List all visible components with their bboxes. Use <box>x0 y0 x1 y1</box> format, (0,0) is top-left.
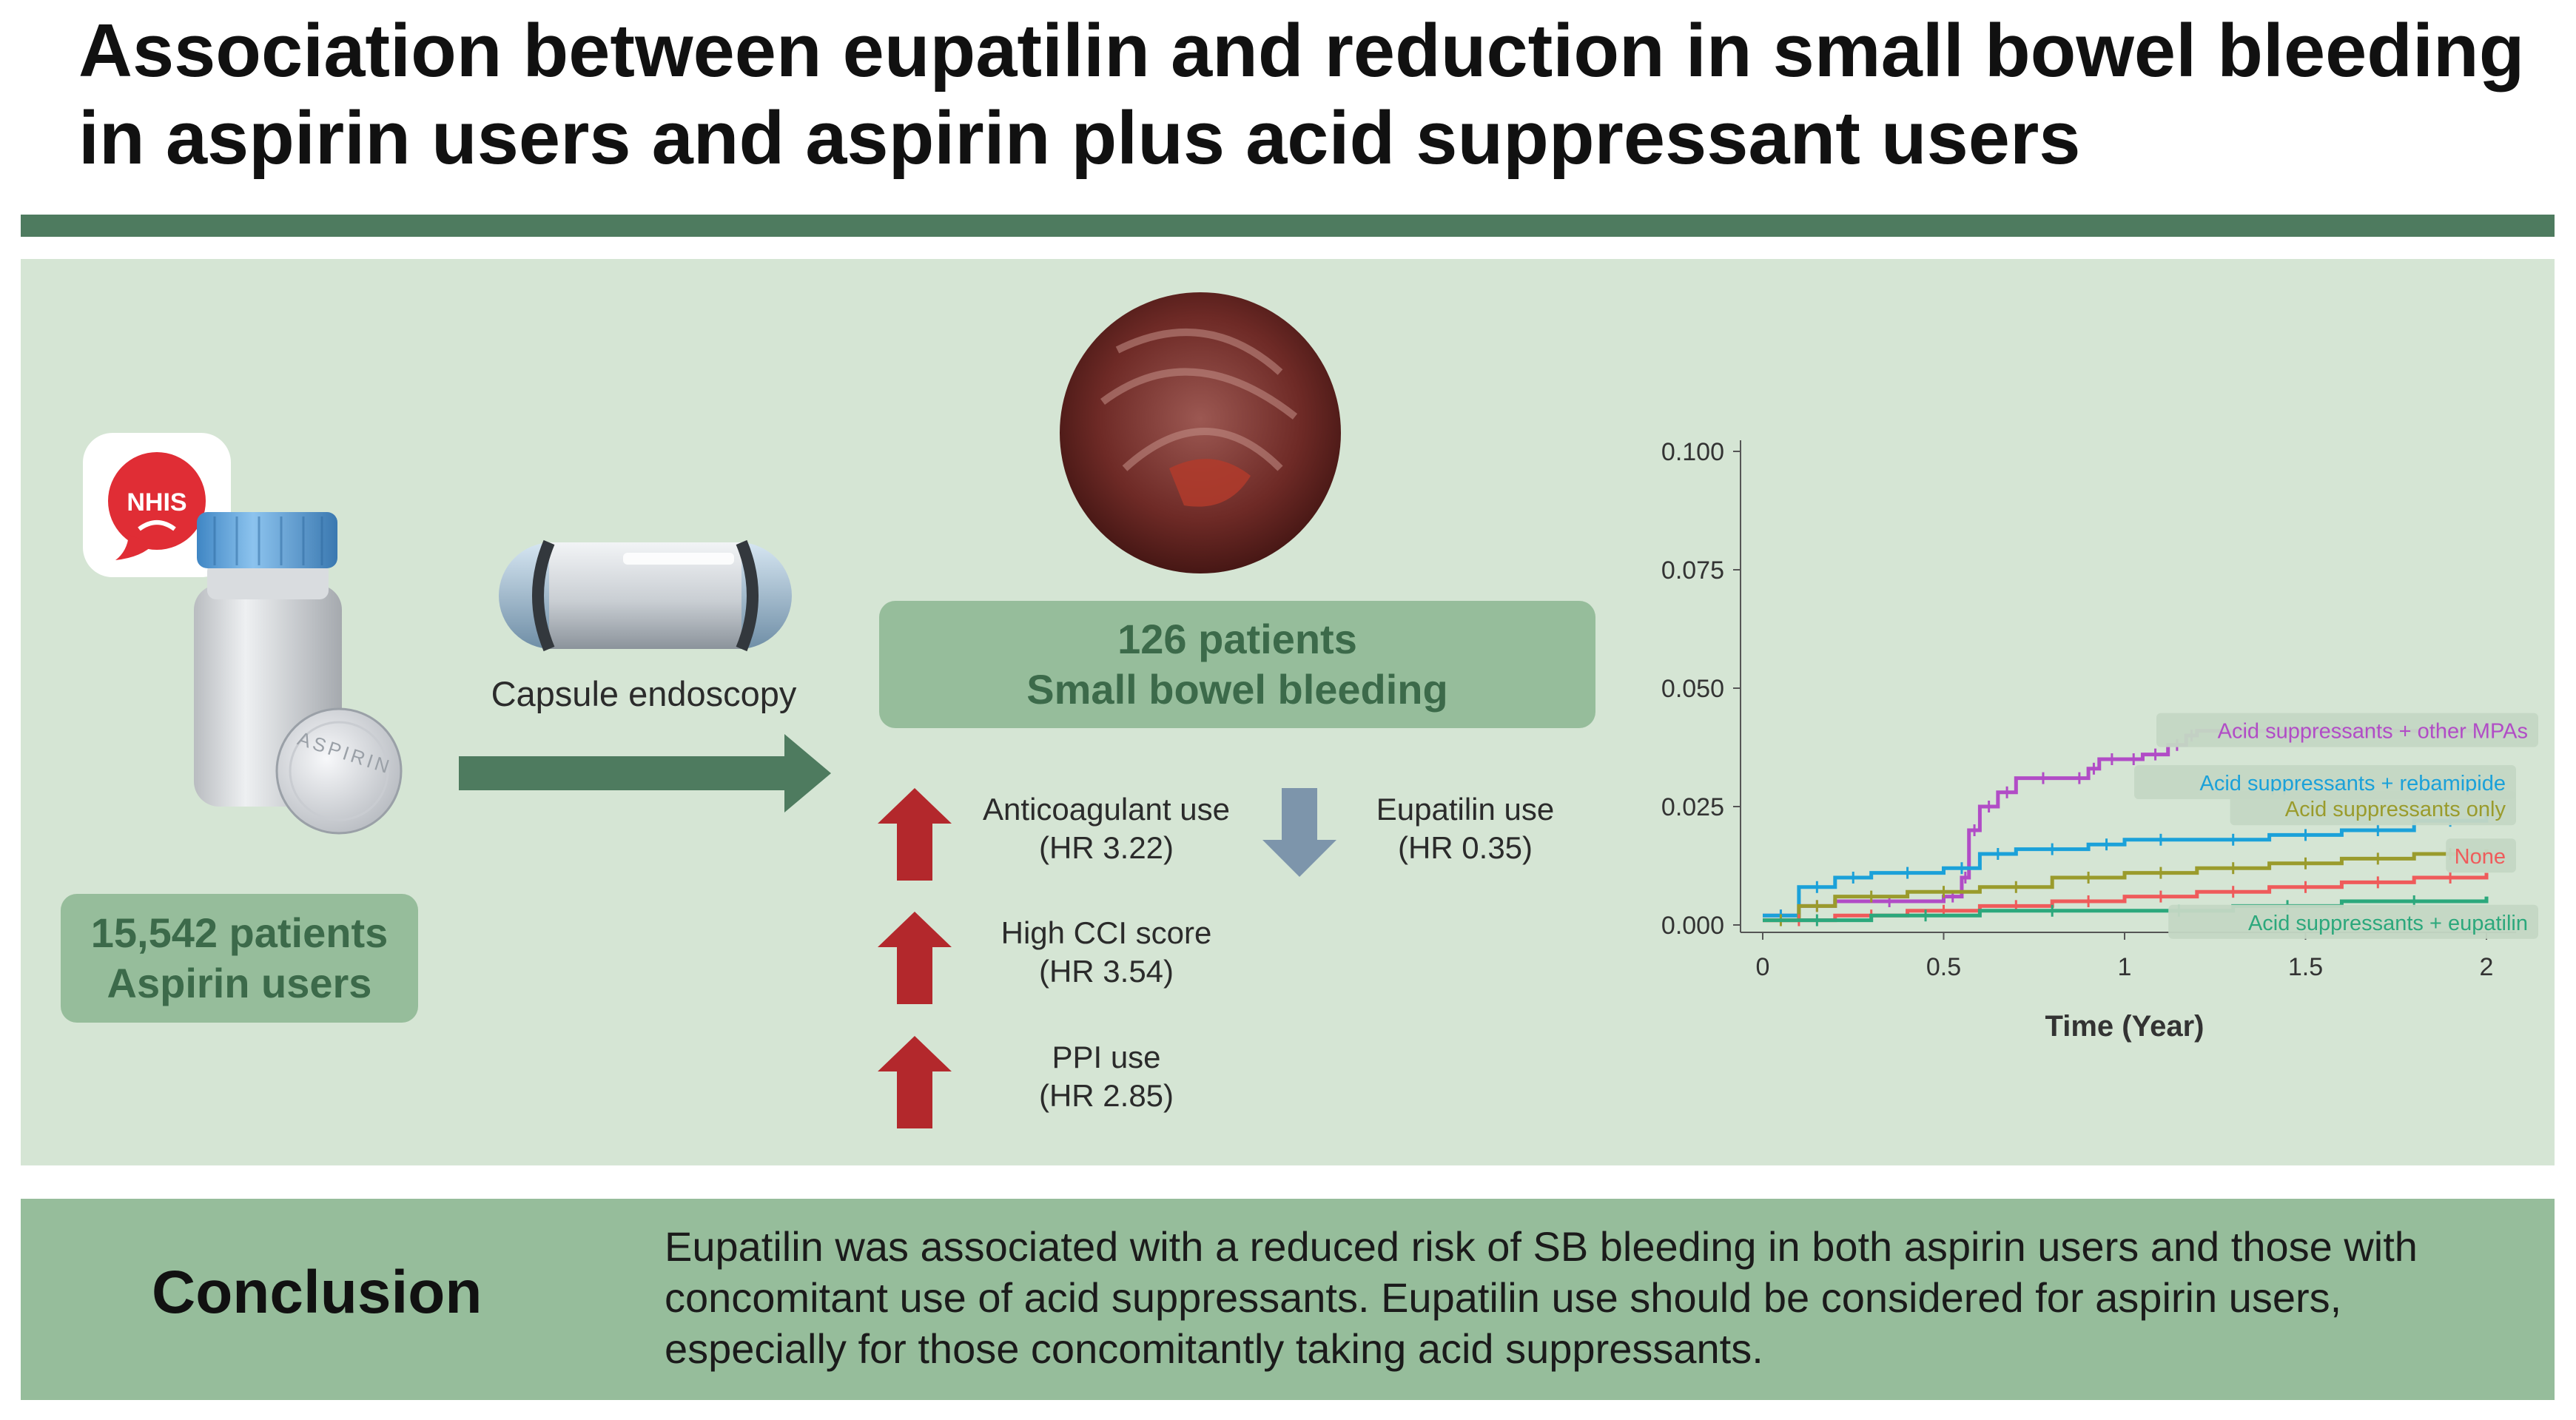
risk-factor-hr: (HR 3.54) <box>1038 954 1174 989</box>
risk-factor-anticoagulant: Anticoagulant use (HR 3.22) <box>951 790 1262 867</box>
conclusion-line-2: concomitant use of acid suppressants. Eu… <box>665 1274 2342 1321</box>
cohort-box: 15,542 patients Aspirin users <box>61 894 418 1023</box>
risk-factor-cci: High CCI score (HR 3.54) <box>951 914 1262 991</box>
up-arrow-icon <box>878 912 952 1004</box>
cumulative-incidence-chart: 0.000 0.025 0.050 0.075 0.100 0 0.5 1 1.5 2 Time (… <box>1661 438 2538 1043</box>
y-tick-label: 0.100 <box>1661 438 1724 466</box>
y-tick-label: 0.025 <box>1661 793 1724 821</box>
flow-arrow <box>459 734 831 812</box>
down-arrow-icon <box>1262 788 1336 877</box>
series-line <box>1763 849 2489 923</box>
series-label: Acid suppressants + other MPAs <box>2218 720 2528 744</box>
endoscopy-image <box>1060 292 1341 573</box>
title-line-1: Association between eupatilin and reduct… <box>78 10 2525 92</box>
y-tick-label: 0.000 <box>1661 912 1724 940</box>
series-label-bg <box>2156 713 2538 747</box>
x-axis-label: Time (Year) <box>2045 1010 2205 1043</box>
outcome-box: 126 patients Small bowel bleeding <box>879 601 1595 728</box>
risk-factor-label: Anticoagulant use <box>983 792 1230 827</box>
series-label-bg <box>2446 838 2516 873</box>
risk-factor-label: Eupatilin use <box>1376 792 1555 827</box>
up-arrow-icon <box>878 788 952 881</box>
conclusion-line-3: especially for those concomitantly takin… <box>665 1325 1763 1372</box>
capsule-endoscope-icon <box>499 539 792 652</box>
title-line-2: in aspirin users and aspirin plus acid s… <box>78 97 2081 180</box>
page-title: Association between eupatilin and reduct… <box>78 7 2525 182</box>
risk-factor-eupatilin: Eupatilin use (HR 0.35) <box>1310 790 1621 867</box>
conclusion-label: Conclusion <box>152 1259 482 1326</box>
series-label-bg <box>2168 904 2538 939</box>
conclusion-bar <box>21 1199 2555 1400</box>
y-tick-label: 0.050 <box>1661 675 1724 703</box>
conclusion-line-1: Eupatilin was associated with a reduced … <box>665 1223 2418 1270</box>
risk-factor-hr: (HR 0.35) <box>1397 830 1533 865</box>
series-label-bg <box>2230 791 2516 826</box>
risk-factor-label: PPI use <box>1052 1040 1161 1074</box>
series-label: Acid suppressants only <box>2285 798 2506 821</box>
series-label: None <box>2455 845 2506 869</box>
risk-factor-hr: (HR 2.85) <box>1038 1078 1174 1113</box>
x-tick-label: 0.5 <box>1926 953 1961 981</box>
outcome-label: Small bowel bleeding <box>1026 666 1448 713</box>
title-divider <box>21 215 2555 237</box>
up-arrow-icon <box>878 1036 952 1128</box>
series-label: Acid suppressants + eupatilin <box>2248 912 2528 935</box>
series-label-bg <box>2134 765 2516 799</box>
x-tick-label: 1.5 <box>2288 953 2323 981</box>
outcome-count: 126 patients <box>1117 616 1357 662</box>
y-tick-label: 0.075 <box>1661 556 1724 585</box>
aspirin-bottle-icon: ASPIRIN <box>194 512 403 835</box>
x-tick-label: 0 <box>1756 953 1770 981</box>
nhis-logo-text: NHIS <box>127 488 186 516</box>
nhis-logo: NHIS <box>83 433 231 577</box>
conclusion-text: Eupatilin was associated with a reduced … <box>665 1221 2515 1374</box>
cohort-label: Aspirin users <box>107 960 372 1006</box>
x-tick-label: 1 <box>2118 953 2132 981</box>
cohort-count: 15,542 patients <box>90 909 389 956</box>
capsule-caption: Capsule endoscopy <box>491 674 797 713</box>
risk-factor-ppi: PPI use (HR 2.85) <box>951 1038 1262 1115</box>
x-tick-label: 2 <box>2480 953 2494 981</box>
risk-factor-label: High CCI score <box>1001 915 1212 950</box>
risk-factor-hr: (HR 3.22) <box>1038 830 1174 865</box>
